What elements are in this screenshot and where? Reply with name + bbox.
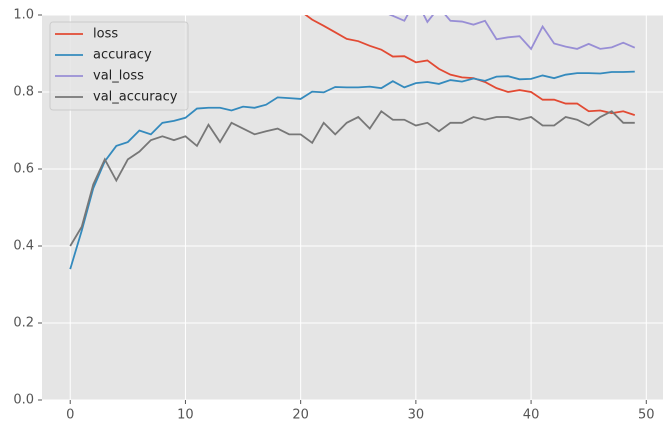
legend-box [49, 21, 189, 111]
legend-label: accuracy [93, 48, 152, 63]
legend-label: loss [93, 27, 118, 42]
x-tick-label: 30 [408, 408, 425, 423]
series-line [69, 70, 635, 270]
y-tick-label: 0.4 [13, 239, 34, 254]
x-tick-label: 40 [523, 408, 540, 423]
series-line [69, 109, 635, 247]
legend-label: val_loss [93, 69, 144, 84]
legend-label: val_accuracy [93, 90, 178, 105]
x-tick-label: 50 [638, 408, 655, 423]
x-tick-label: 10 [177, 408, 194, 423]
y-tick-label: 1.0 [13, 8, 34, 23]
y-tick-label: 0.6 [13, 162, 34, 177]
series-line [304, 15, 636, 116]
x-tick-label: 20 [292, 408, 309, 423]
x-tick-label: 0 [66, 408, 74, 423]
series-line [388, 15, 636, 51]
y-tick-label: 0.8 [13, 85, 34, 100]
y-tick-label: 0.0 [13, 393, 34, 408]
y-tick-label: 0.2 [13, 316, 34, 331]
